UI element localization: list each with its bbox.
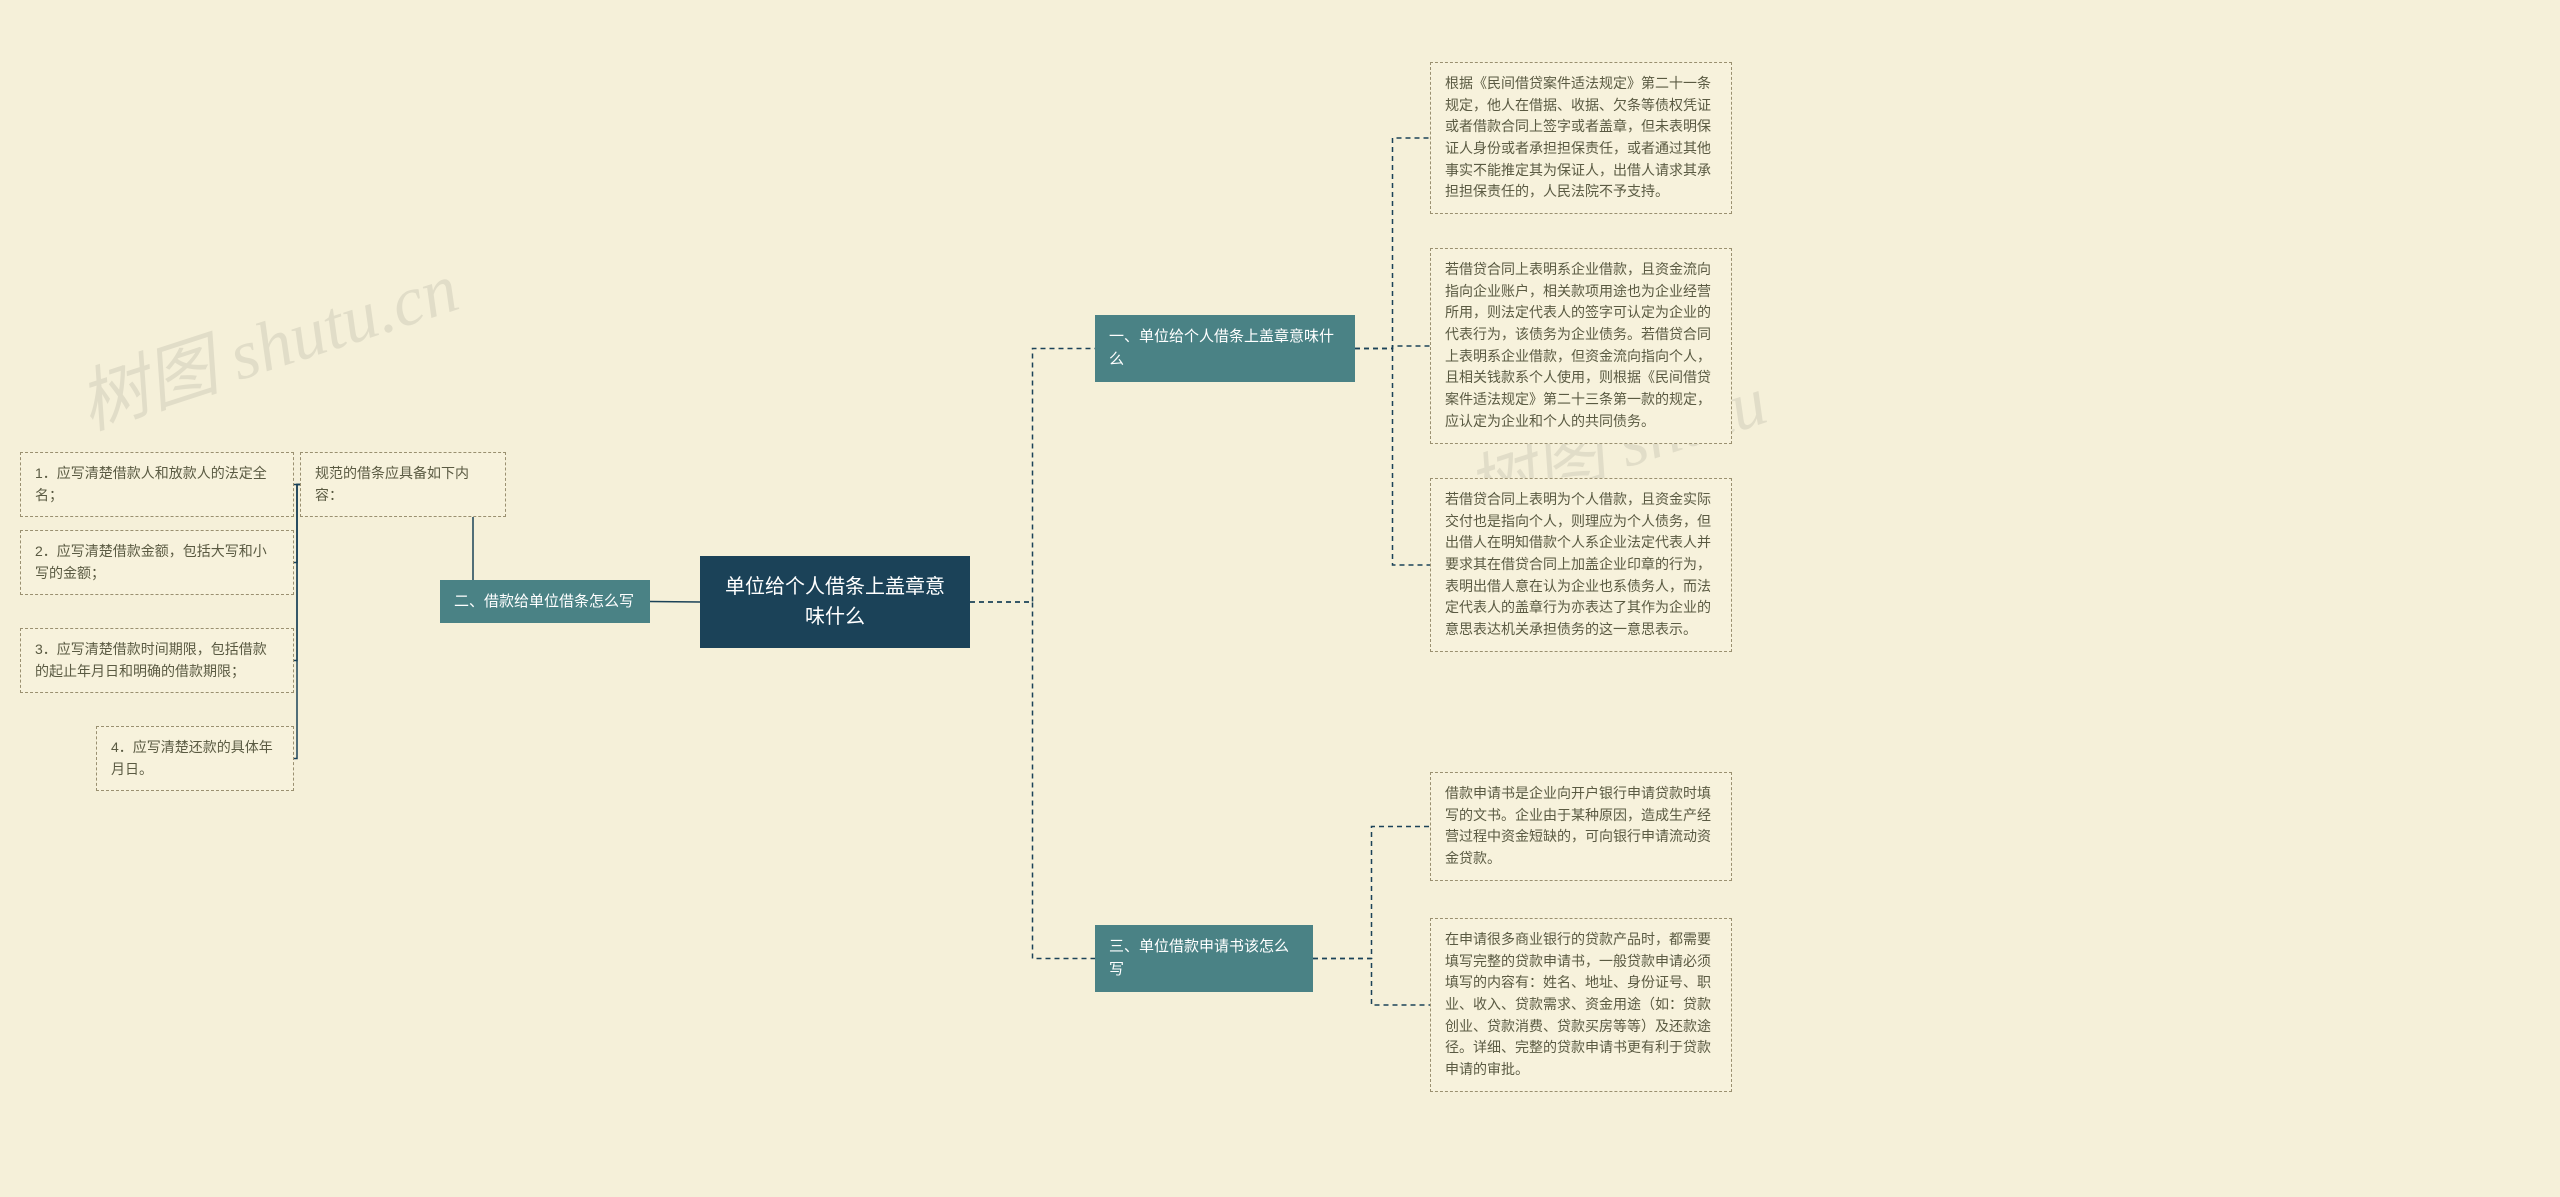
section-3: 三、单位借款申请书该怎么写 (1095, 925, 1313, 992)
leaf-s2a1: 1．应写清楚借款人和放款人的法定全名； (20, 452, 294, 517)
leaf-s2a2: 2．应写清楚借款金额，包括大写和小写的金额； (20, 530, 294, 595)
leaf-s3b: 在申请很多商业银行的贷款产品时，都需要填写完整的贷款申请书，一般贷款申请必须填写… (1430, 918, 1732, 1092)
section-1-line2: 么 (1109, 348, 1341, 371)
connector-layer (0, 0, 2560, 1197)
center-line2: 味什么 (720, 602, 950, 632)
watermark-1: 树图 shutu.cn (64, 232, 469, 449)
leaf-s3a: 借款申请书是企业向开户银行申请贷款时填写的文书。企业由于某种原因，造成生产经营过… (1430, 772, 1732, 881)
leaf-s2a4: 4．应写清楚还款的具体年月日。 (96, 726, 294, 791)
section-2: 二、借款给单位借条怎么写 (440, 580, 650, 623)
leaf-s2a3: 3．应写清楚借款时间期限，包括借款的起止年月日和明确的借款期限； (20, 628, 294, 693)
leaf-s2a: 规范的借条应具备如下内容： (300, 452, 506, 517)
center-line1: 单位给个人借条上盖章意 (720, 572, 950, 602)
leaf-s1a: 根据《民间借贷案件适法规定》第二十一条规定，他人在借据、收据、欠条等债权凭证或者… (1430, 62, 1732, 214)
leaf-s1c: 若借贷合同上表明为个人借款，且资金实际交付也是指向个人，则理应为个人债务，但出借… (1430, 478, 1732, 652)
center-node: 单位给个人借条上盖章意 味什么 (700, 556, 970, 648)
leaf-s1b: 若借贷合同上表明系企业借款，且资金流向指向企业账户，相关款项用途也为企业经营所用… (1430, 248, 1732, 444)
section-1-line1: 一、单位给个人借条上盖章意味什 (1109, 325, 1341, 348)
section-1: 一、单位给个人借条上盖章意味什 么 (1095, 315, 1355, 382)
